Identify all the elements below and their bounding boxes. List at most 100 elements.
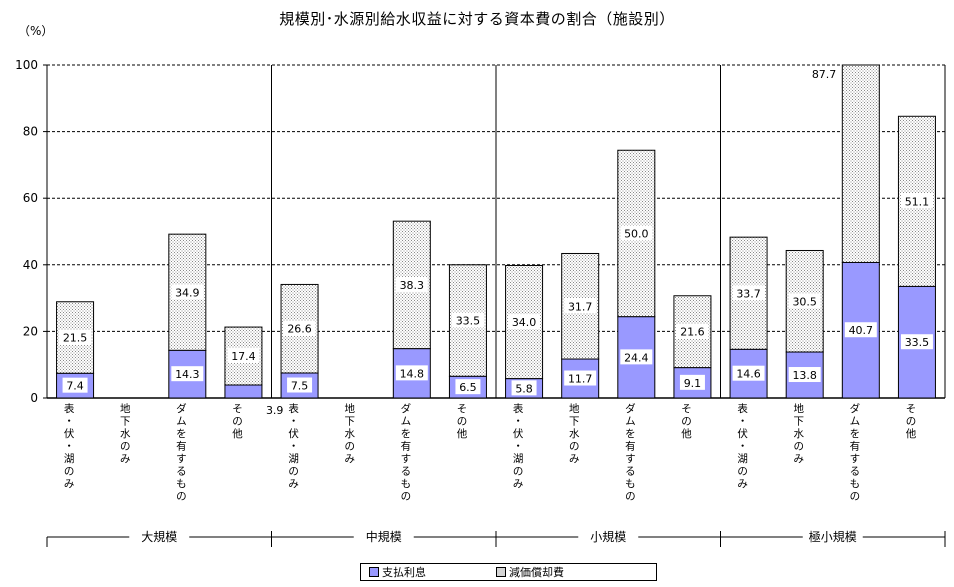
category-label-char: ・ <box>737 416 748 428</box>
data-label-bg <box>451 312 484 328</box>
category-label-char: 水 <box>344 428 355 440</box>
category-label-char: の <box>793 441 804 453</box>
data-label: 33.5 <box>905 336 930 349</box>
category-label-char: 水 <box>793 428 804 440</box>
data-label: 7.4 <box>66 380 84 393</box>
data-label-bg <box>900 334 933 350</box>
data-label: 3.9 <box>266 404 284 417</box>
category-label-char: 地 <box>569 402 580 415</box>
category-label-char: す <box>401 453 412 465</box>
data-label: 34.0 <box>512 316 537 329</box>
category-label-char: ダ <box>401 402 412 415</box>
category-label-char: ・ <box>64 441 75 453</box>
y-tick-label: 40 <box>23 258 38 272</box>
category-label-char: 下 <box>569 416 580 428</box>
category-label-char: み <box>737 478 748 490</box>
category-label-char: み <box>288 478 299 490</box>
category-label-char: る <box>401 466 412 478</box>
category-label-char: ・ <box>288 441 299 453</box>
category-label-char: 表 <box>513 402 524 415</box>
data-label: 14.8 <box>400 367 425 380</box>
data-label-bg <box>844 322 877 338</box>
category-label-char: ダ <box>625 402 636 415</box>
data-label: 34.9 <box>175 286 200 299</box>
category-label-char: も <box>625 478 636 490</box>
category-label-char: 下 <box>793 416 804 428</box>
legend-label-depreciation: 減価償却費 <box>509 566 564 579</box>
category-label-char: 湖 <box>513 453 524 465</box>
data-label-bg <box>227 348 260 364</box>
category-label-char: の <box>681 416 692 428</box>
category-label-char: 表 <box>737 402 748 415</box>
y-tick-label: 100 <box>15 58 38 72</box>
data-label-bg <box>564 298 597 314</box>
category-label-char: の <box>176 491 187 503</box>
data-label: 87.7 <box>812 68 837 81</box>
category-label-char: そ <box>457 403 468 415</box>
category-label-char: を <box>850 428 861 440</box>
category-label-char: の <box>906 416 917 428</box>
category-label-char: み <box>793 453 804 465</box>
legend: 支払利息 減価償却費 <box>360 563 657 581</box>
category-label-char: の <box>625 491 636 503</box>
category-label-char: の <box>850 491 861 503</box>
data-label: 6.5 <box>459 381 477 394</box>
category-label-char: の <box>344 441 355 453</box>
category-label-char: 表 <box>64 402 75 415</box>
data-label-bg <box>508 314 541 330</box>
data-label-bg <box>171 284 204 300</box>
legend-item-depreciation: 減価償却費 <box>496 564 564 580</box>
data-label: 31.7 <box>568 300 593 313</box>
category-label-char: 湖 <box>64 453 75 465</box>
legend-item-interest: 支払利息 <box>369 564 426 580</box>
data-label: 14.6 <box>736 368 761 381</box>
category-label-char: 地 <box>344 402 355 415</box>
category-label-char: 地 <box>793 402 804 415</box>
category-label-char: 下 <box>120 416 131 428</box>
category-label-char: ム <box>850 416 861 428</box>
category-label-char: の <box>513 466 524 478</box>
data-label: 21.5 <box>63 332 88 345</box>
category-label-char: ・ <box>288 416 299 428</box>
category-label-char: 表 <box>288 402 299 415</box>
data-label: 14.3 <box>175 368 200 381</box>
data-label: 17.4 <box>231 350 256 363</box>
category-label-char: ダ <box>176 402 187 415</box>
category-label-char: も <box>401 478 412 490</box>
data-label-bg <box>283 320 316 336</box>
category-label-char: 有 <box>850 440 861 453</box>
data-label-bg <box>679 374 705 390</box>
y-tick-label: 20 <box>23 324 38 338</box>
category-label-char: 他 <box>681 427 692 440</box>
data-label-bg <box>171 366 204 382</box>
data-label-bg <box>620 349 653 365</box>
legend-swatch-interest <box>369 567 379 577</box>
category-label-char: 伏 <box>288 427 299 440</box>
data-label-bg <box>732 365 765 381</box>
category-label-char: を <box>176 428 187 440</box>
category-label-char: ・ <box>513 416 524 428</box>
category-label-char: の <box>569 441 580 453</box>
data-label: 38.3 <box>400 279 425 292</box>
data-label: 5.8 <box>515 382 533 395</box>
data-label-bg <box>511 380 537 396</box>
data-label-bg <box>287 377 313 393</box>
data-label-bg <box>395 276 428 292</box>
data-label-bg <box>455 379 481 395</box>
category-label-char: ム <box>401 416 412 428</box>
data-label: 21.6 <box>680 326 705 339</box>
data-label-bg <box>62 377 88 393</box>
bar-depreciation <box>841 64 880 263</box>
y-tick-label: 0 <box>30 391 38 405</box>
category-label-char: み <box>569 453 580 465</box>
group-label: 小規模 <box>590 529 626 544</box>
data-label-bg <box>620 225 653 241</box>
category-label-char: 水 <box>569 428 580 440</box>
data-label: 51.1 <box>905 195 930 208</box>
category-label-char: ム <box>625 416 636 428</box>
category-label-char: 伏 <box>737 427 748 440</box>
category-label-char: み <box>120 453 131 465</box>
category-label-char: の <box>64 466 75 478</box>
data-label: 24.4 <box>624 351 649 364</box>
category-label-char: み <box>64 478 75 490</box>
